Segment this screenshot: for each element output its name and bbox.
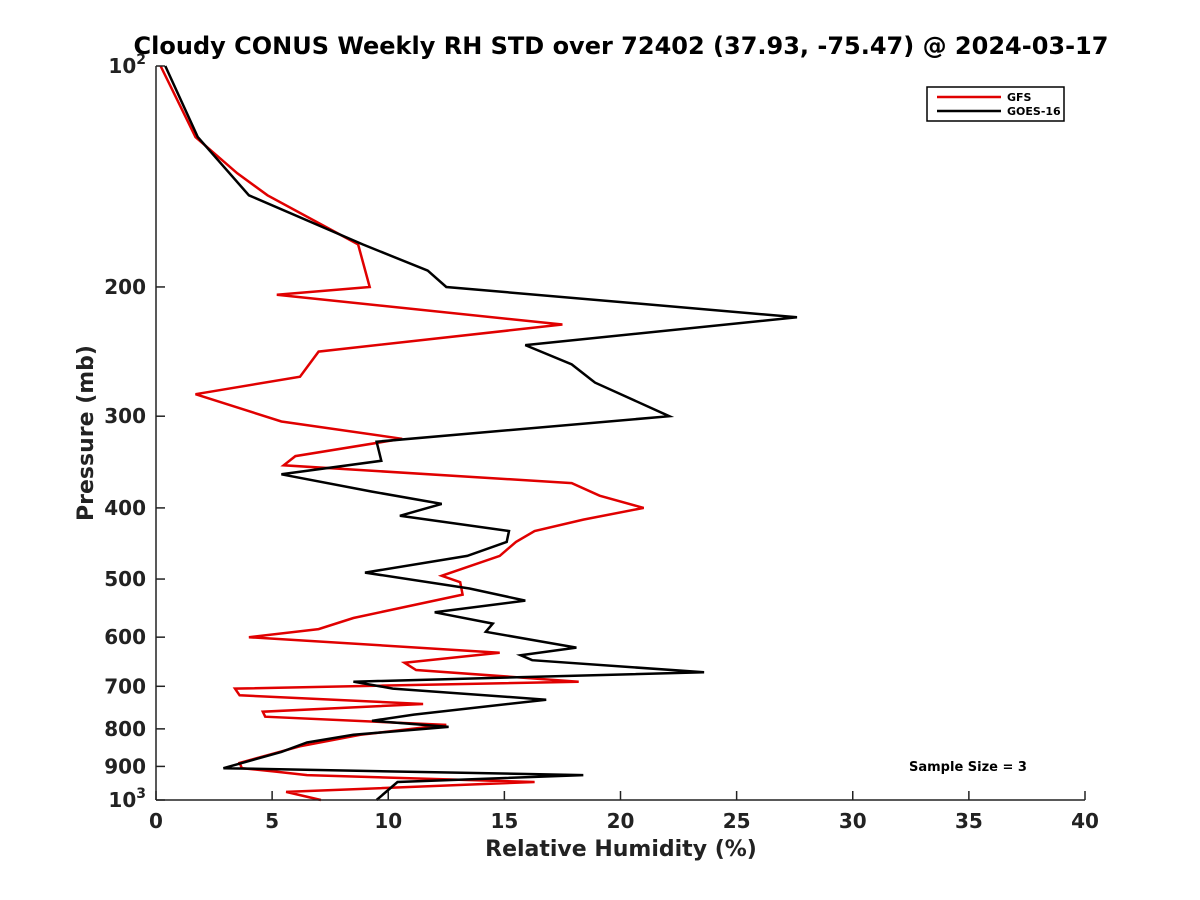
x-tick-label: 25 <box>723 809 751 833</box>
x-tick-label: 35 <box>955 809 983 833</box>
y-tick-label: 700 <box>104 674 146 698</box>
x-tick-label: 0 <box>149 809 163 833</box>
x-tick-label: 40 <box>1071 809 1099 833</box>
y-tick-label: 400 <box>104 496 146 520</box>
y-tick-label: 200 <box>104 275 146 299</box>
y-tick-label: 300 <box>104 404 146 428</box>
series-line-goes16 <box>164 65 798 801</box>
x-tick-label: 10 <box>374 809 402 833</box>
x-tick-label: 20 <box>607 809 635 833</box>
legend: GFS GOES-16 <box>926 86 1065 122</box>
sample-size-annotation: Sample Size = 3 <box>909 760 1027 775</box>
y-tick-label: 600 <box>104 625 146 649</box>
legend-box <box>926 86 1065 122</box>
y-tick-label: 500 <box>104 567 146 591</box>
y-axis-label: Pressure (mb) <box>74 345 99 521</box>
x-tick-label: 15 <box>490 809 518 833</box>
x-tick-label: 5 <box>265 809 279 833</box>
legend-label-goes16: GOES-16 <box>1007 105 1061 118</box>
chart-title: Cloudy CONUS Weekly RH STD over 72402 (3… <box>134 32 1109 60</box>
y-tick-label: 900 <box>104 754 146 778</box>
legend-label-gfs: GFS <box>1007 91 1032 104</box>
x-axis-label: Relative Humidity (%) <box>485 837 757 862</box>
y-tick-label: 103 <box>108 786 146 812</box>
x-tick-label: 30 <box>839 809 867 833</box>
y-tick-label: 102 <box>108 52 146 78</box>
plot-area: 0 5 10 15 20 25 30 35 40 102 200 300 400 500 600 700 800… <box>104 52 1099 833</box>
y-tick-label: 800 <box>104 717 146 741</box>
series-line-gfs <box>159 65 645 802</box>
